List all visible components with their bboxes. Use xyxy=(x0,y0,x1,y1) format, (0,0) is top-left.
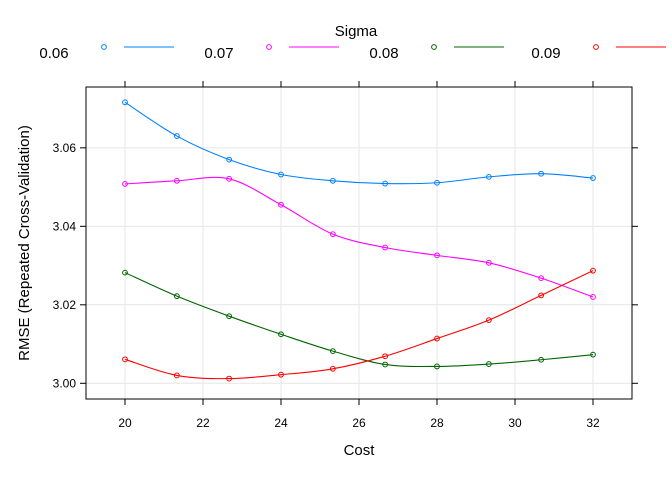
data-point xyxy=(538,170,545,177)
data-point xyxy=(590,351,596,358)
data-point xyxy=(382,361,389,368)
data-point xyxy=(173,372,180,379)
data-point xyxy=(226,375,233,382)
data-point xyxy=(382,244,389,251)
series-line xyxy=(124,270,594,380)
data-point xyxy=(485,317,492,324)
data-point xyxy=(382,180,389,187)
data-point xyxy=(485,259,492,266)
data-point xyxy=(278,201,284,208)
series-0.08 xyxy=(122,269,596,370)
data-point xyxy=(434,363,440,370)
data-point xyxy=(278,371,284,378)
data-point xyxy=(329,231,336,238)
x-tick-label: 28 xyxy=(430,416,444,430)
y-tick-label: 3.02 xyxy=(53,298,77,312)
data-point xyxy=(590,267,596,274)
legend-marker xyxy=(266,44,272,50)
data-point xyxy=(122,356,128,363)
series-0.09 xyxy=(122,267,596,382)
data-point xyxy=(226,313,233,320)
legend-label: 0.06 xyxy=(39,45,68,62)
x-tick-label: 30 xyxy=(508,416,522,430)
data-point xyxy=(173,177,180,184)
x-tick-label: 32 xyxy=(586,416,600,430)
legend-entry: 0.07 xyxy=(204,44,339,62)
data-point xyxy=(538,275,545,282)
data-point xyxy=(538,356,545,363)
grid xyxy=(86,87,632,399)
series-0.07 xyxy=(122,175,596,300)
legend-marker xyxy=(593,44,599,50)
data-point xyxy=(329,365,336,372)
data-point xyxy=(278,331,284,338)
data-point xyxy=(590,294,596,300)
y-tick-label: 3.06 xyxy=(53,141,77,155)
data-point xyxy=(434,179,440,186)
legend-entry: 0.09 xyxy=(531,44,666,62)
series-line xyxy=(124,101,594,185)
data-point xyxy=(485,361,492,367)
data-point xyxy=(382,353,389,360)
data-point xyxy=(122,269,128,276)
series-layer xyxy=(122,99,596,382)
data-point xyxy=(485,173,492,180)
series-0.06 xyxy=(122,99,596,187)
legend: Sigma 0.06 0.07 0.08 0.09 xyxy=(39,23,666,62)
data-point xyxy=(226,175,233,182)
data-point xyxy=(226,156,233,163)
ticks: 20 22 24 26 28 30 32 3.00 3.02 3.04 3.06 xyxy=(53,81,638,430)
data-point xyxy=(329,177,336,184)
legend-entry: 0.08 xyxy=(369,44,504,62)
x-tick-label: 24 xyxy=(274,416,288,430)
data-point xyxy=(278,171,284,178)
data-point xyxy=(173,293,180,300)
series-line xyxy=(124,176,594,298)
data-point xyxy=(590,175,596,181)
legend-title: Sigma xyxy=(335,23,378,40)
x-tick-label: 20 xyxy=(118,416,132,430)
data-point xyxy=(434,252,440,259)
x-axis-label: Cost xyxy=(344,442,376,459)
y-tick-label: 3.04 xyxy=(53,219,77,233)
data-point xyxy=(329,348,336,355)
x-tick-label: 26 xyxy=(352,416,366,430)
legend-entry: 0.06 xyxy=(39,44,174,62)
legend-label: 0.08 xyxy=(369,45,398,62)
data-point xyxy=(122,99,128,106)
data-point xyxy=(538,292,545,299)
legend-marker xyxy=(101,44,107,50)
legend-label: 0.09 xyxy=(531,45,560,62)
y-tick-label: 3.00 xyxy=(53,376,77,390)
data-point xyxy=(122,181,128,187)
legend-label: 0.07 xyxy=(204,45,233,62)
y-axis-label: RMSE (Repeated Cross-Validation) xyxy=(16,125,33,361)
data-point xyxy=(434,335,440,342)
legend-marker xyxy=(431,44,437,50)
series-line xyxy=(124,272,594,368)
x-tick-label: 22 xyxy=(196,416,210,430)
data-point xyxy=(173,133,180,139)
